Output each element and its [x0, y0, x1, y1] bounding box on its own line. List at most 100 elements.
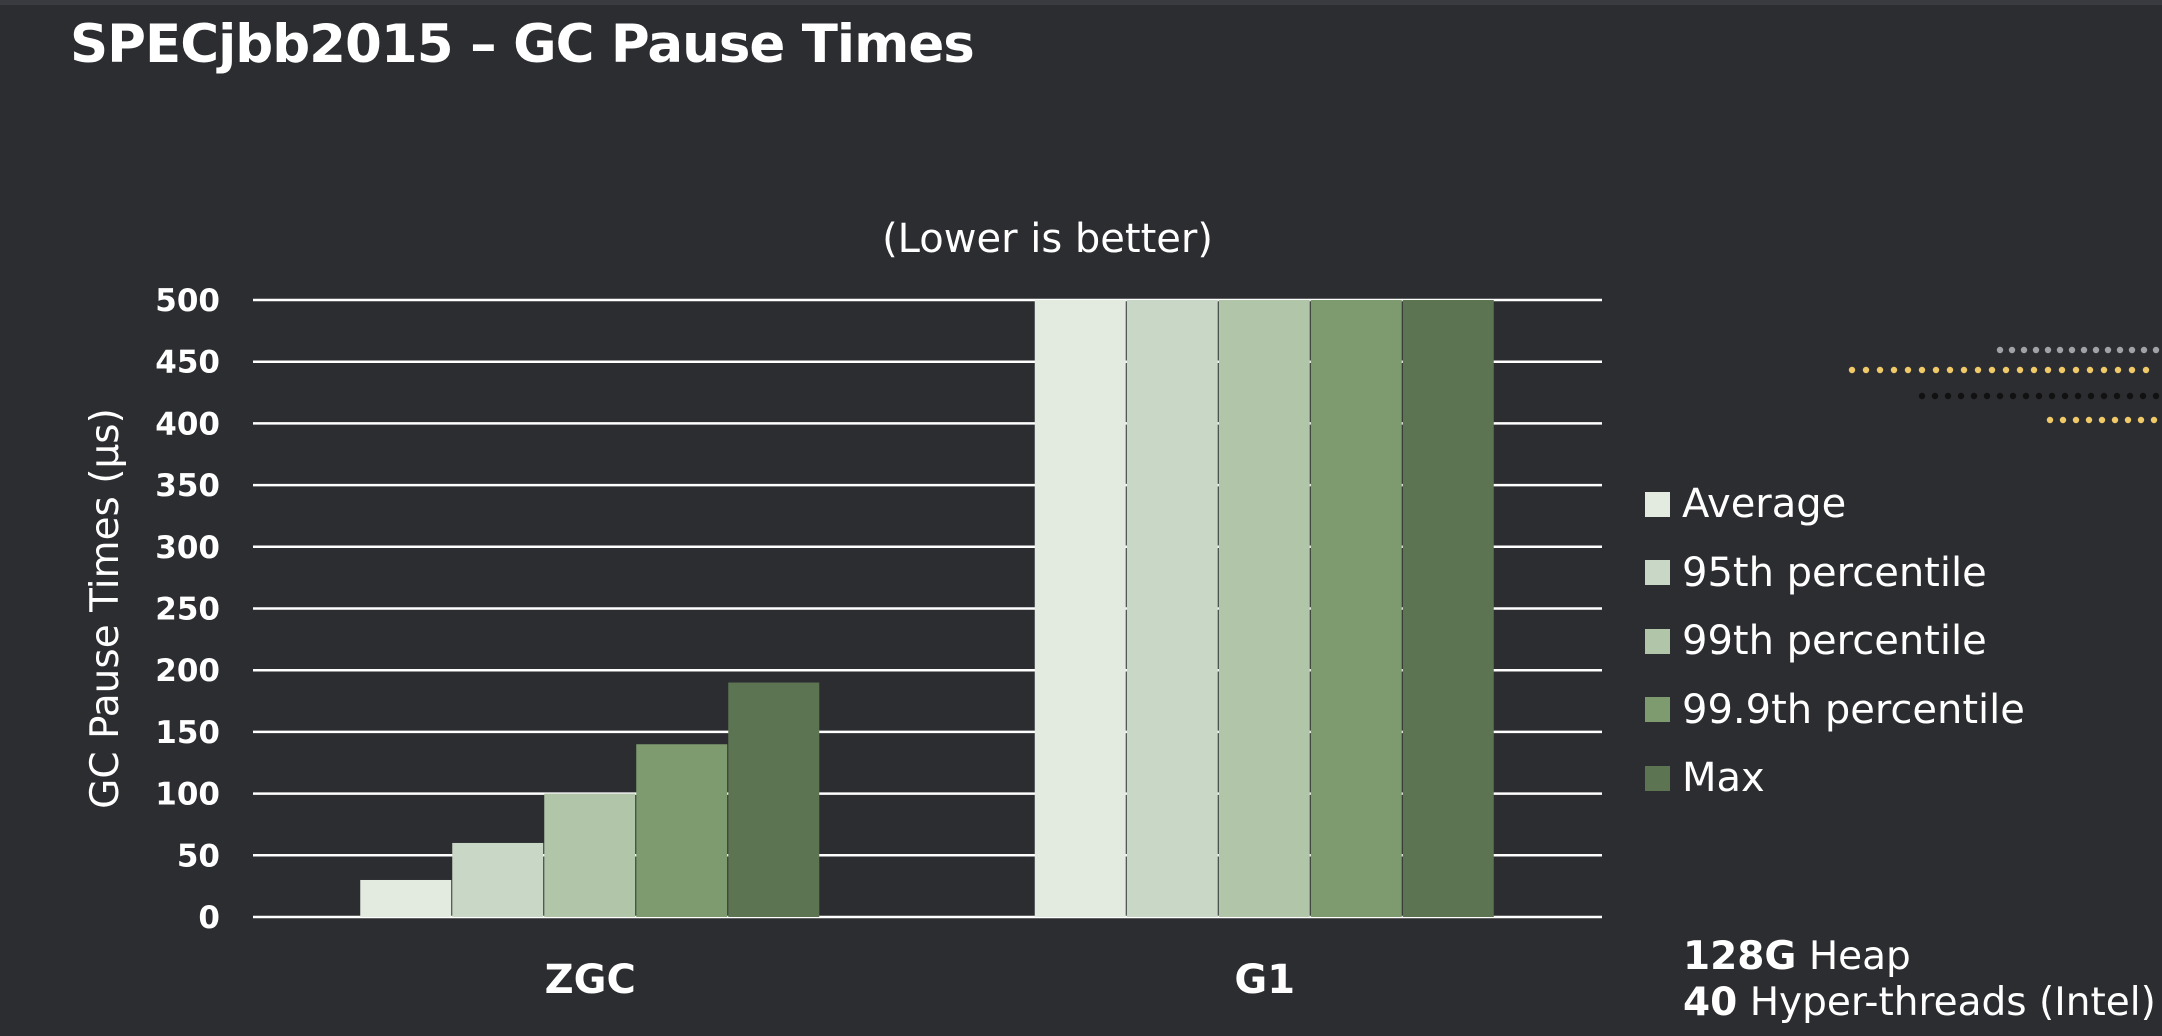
- bar: [1218, 300, 1310, 917]
- legend-swatch: [1645, 628, 1670, 654]
- deco-dot: [2140, 346, 2148, 354]
- bars: [360, 300, 1494, 917]
- deco-dot: [2086, 366, 2094, 374]
- deco-dot: [2092, 346, 2100, 354]
- y-tick-label: 0: [198, 900, 220, 936]
- deco-dot: [2142, 366, 2150, 374]
- deco-dot: [2061, 392, 2069, 400]
- y-axis-label: GC Pause Times (µs): [83, 408, 128, 809]
- chart-subtitle: (Lower is better): [882, 216, 1213, 262]
- y-tick-label: 300: [155, 530, 220, 566]
- deco-dot: [1862, 366, 1870, 374]
- deco-dot: [1904, 366, 1912, 374]
- chart-legend: Average 95th percentile 99th percentile …: [1645, 470, 2025, 813]
- legend-item-average: Average: [1645, 470, 2025, 539]
- deco-dot: [2032, 346, 2040, 354]
- deco-dot: [2137, 416, 2145, 424]
- deco-dot: [2128, 366, 2136, 374]
- deco-dot: [1957, 392, 1965, 400]
- bar: [544, 793, 636, 917]
- deco-dot: [1960, 366, 1968, 374]
- deco-dot: [1946, 366, 1954, 374]
- deco-dot: [2114, 366, 2122, 374]
- y-tick-label: 200: [155, 653, 220, 689]
- legend-item-99th: 99th percentile: [1645, 607, 2025, 676]
- deco-dot: [1918, 392, 1926, 400]
- threads-label: Hyper-threads (Intel): [1749, 980, 2156, 1025]
- deco-dot: [2030, 366, 2038, 374]
- deco-dot: [1996, 392, 2004, 400]
- legend-item-99-9th: 99.9th percentile: [1645, 676, 2025, 745]
- bar: [728, 682, 820, 917]
- deco-dot: [2124, 416, 2132, 424]
- deco-dot: [2139, 392, 2147, 400]
- deco-dot: [1970, 392, 1978, 400]
- deco-dot: [2111, 416, 2119, 424]
- deco-dot: [2058, 366, 2066, 374]
- deco-dot: [2128, 346, 2136, 354]
- axis-labels: 0 50 100 150 200 250 300 350 400 450 500 ZGC G1 (Lowe…: [83, 216, 1295, 1003]
- deco-dot: [2022, 392, 2030, 400]
- bar: [1126, 300, 1218, 917]
- deco-dot: [1876, 366, 1884, 374]
- deco-dot: [1918, 366, 1926, 374]
- deco-dot: [2044, 346, 2052, 354]
- deco-dot: [2048, 392, 2056, 400]
- legend-swatch: [1645, 491, 1670, 517]
- deco-dot: [2150, 416, 2158, 424]
- y-tick-label: 100: [155, 777, 220, 813]
- deco-dot: [2008, 346, 2016, 354]
- deco-dot: [2002, 366, 2010, 374]
- deco-dot: [2009, 392, 2017, 400]
- y-tick-label: 350: [155, 468, 220, 504]
- deco-dot: [1983, 392, 1991, 400]
- deco-dot: [2068, 346, 2076, 354]
- heap-note: 128G Heap: [1683, 934, 2156, 980]
- config-notes: 128G Heap 40 Hyper-threads (Intel): [1683, 934, 2156, 1026]
- bar: [452, 842, 544, 917]
- y-tick-label: 50: [177, 838, 220, 874]
- legend-swatch: [1645, 560, 1670, 586]
- heap-value: 128G: [1683, 934, 1797, 979]
- bar: [1402, 300, 1494, 917]
- threads-value: 40: [1683, 980, 1738, 1025]
- deco-dot: [2113, 392, 2121, 400]
- deco-dot: [2152, 346, 2160, 354]
- deco-dot: [2087, 392, 2095, 400]
- deco-dot: [2152, 392, 2160, 400]
- deco-dot: [2098, 416, 2106, 424]
- deco-dot: [2100, 392, 2108, 400]
- deco-dot: [1848, 366, 1856, 374]
- y-tick-label: 150: [155, 715, 220, 751]
- x-tick-label: ZGC: [545, 957, 636, 1003]
- deco-dot: [2016, 366, 2024, 374]
- deco-dot: [2100, 366, 2108, 374]
- deco-dot: [2116, 346, 2124, 354]
- deco-dot: [2085, 416, 2093, 424]
- bar: [1310, 300, 1402, 917]
- legend-label: 99.9th percentile: [1682, 686, 2025, 733]
- heap-label: Heap: [1808, 934, 1911, 979]
- deco-dot: [1974, 366, 1982, 374]
- deco-dot: [2044, 366, 2052, 374]
- deco-dot: [2046, 416, 2054, 424]
- bar: [1034, 300, 1126, 917]
- deco-dot: [2072, 366, 2080, 374]
- legend-label: Max: [1682, 755, 1765, 802]
- deco-dot: [2074, 392, 2082, 400]
- deco-dot: [1944, 392, 1952, 400]
- threads-note: 40 Hyper-threads (Intel): [1683, 980, 2156, 1026]
- legend-swatch: [1645, 765, 1670, 791]
- deco-dot: [2072, 416, 2080, 424]
- legend-item-95th: 95th percentile: [1645, 539, 2025, 608]
- deco-dot: [1931, 392, 1939, 400]
- bar: [636, 744, 728, 917]
- deco-dot: [2056, 346, 2064, 354]
- legend-swatch: [1645, 697, 1670, 723]
- deco-dot: [1890, 366, 1898, 374]
- legend-label: Average: [1682, 481, 1847, 528]
- slide-title: SPECjbb2015 – GC Pause Times: [70, 14, 975, 75]
- x-tick-label: G1: [1234, 957, 1295, 1003]
- y-tick-label: 400: [155, 406, 220, 442]
